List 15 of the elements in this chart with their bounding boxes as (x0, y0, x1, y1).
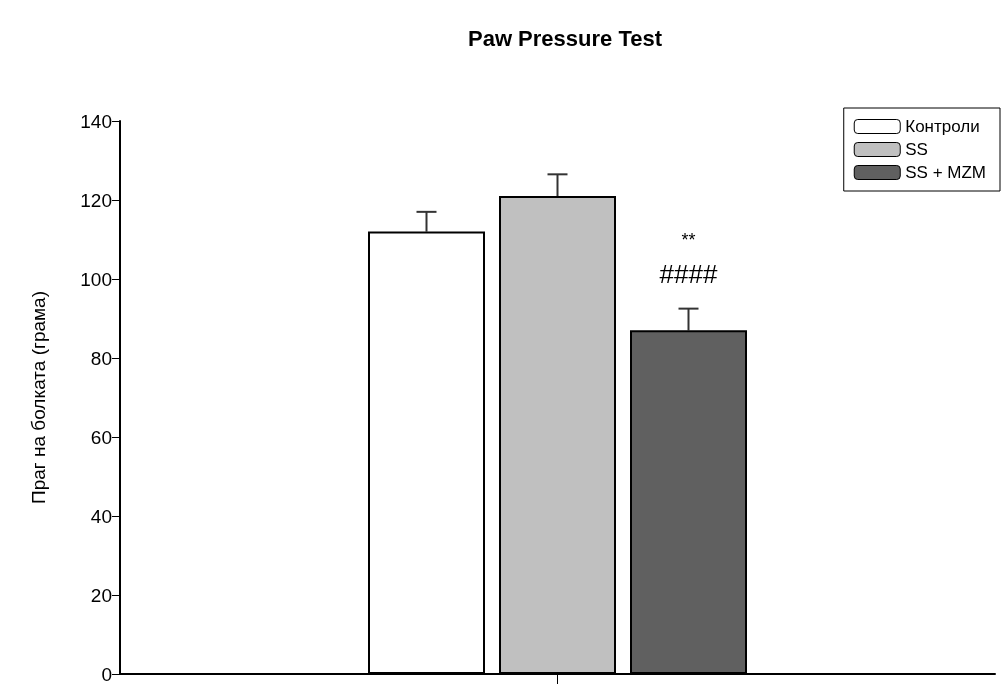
legend-label: Контроли (905, 117, 980, 136)
y-tick-label: 80 (90, 347, 112, 369)
legend-label: SS + MZM (905, 163, 987, 182)
y-tick-label: 100 (80, 268, 112, 290)
y-tick-label: 120 (80, 189, 112, 211)
y-axis-title: Праг на болката (грама) (28, 290, 49, 505)
legend-label: SS (905, 140, 928, 159)
y-tick-label: 0 (101, 663, 112, 684)
annotation: ** (681, 229, 696, 250)
y-tick-label: 40 (90, 505, 112, 527)
chart-title: Paw Pressure Test (467, 25, 663, 51)
y-tick-label: 60 (90, 426, 112, 448)
y-tick-label: 20 (90, 584, 112, 606)
annotation: #### (659, 258, 718, 289)
y-tick-label: 140 (80, 110, 112, 132)
